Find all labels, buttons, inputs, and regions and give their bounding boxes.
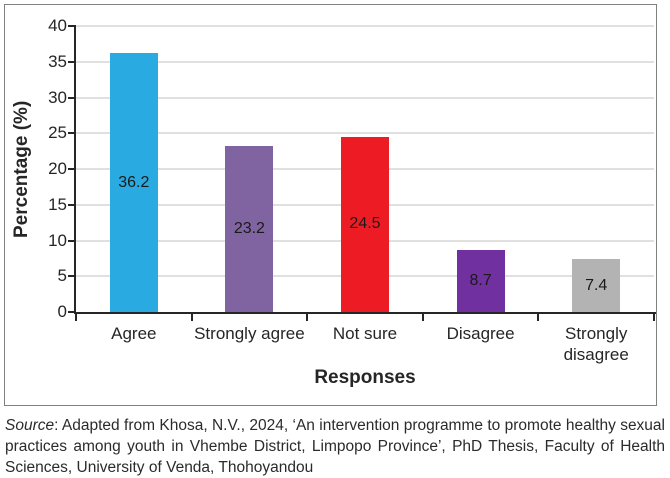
y-tick-label-25: 25	[48, 123, 67, 143]
y-tick-label-40: 40	[48, 16, 67, 35]
x-tick-mark-0	[75, 314, 77, 321]
gridline-40	[76, 25, 654, 27]
x-category-label-strongly-disagree: Strongly disagree	[563, 324, 629, 364]
x-tick-mark-2	[306, 314, 309, 321]
x-category-label-strongly-agree: Strongly agree	[194, 324, 305, 343]
bar-strongly-agree	[225, 146, 274, 312]
y-tick-mark-20	[68, 168, 76, 170]
x-category-label-disagree: Disagree	[446, 324, 515, 343]
y-tick-mark-35	[68, 60, 76, 63]
y-tick-label-30: 30	[48, 87, 67, 107]
y-tick-mark-15	[68, 203, 76, 206]
bar-agree	[109, 53, 158, 312]
x-category-label-agree: Agree	[111, 324, 157, 343]
bar-value-strongly-agree: 23.2	[233, 220, 265, 238]
bar-value-agree: 36.2	[118, 173, 150, 191]
bar-chart: Percentage (%) Responses 0 5 10 15 20 25 30 35 4…	[4, 4, 657, 406]
y-tick-label-20: 20	[48, 159, 67, 178]
y-tick-mark-25	[68, 132, 76, 135]
x-tick-mark-4	[537, 314, 540, 321]
gridline-30	[76, 96, 654, 99]
y-tick-mark-5	[68, 275, 76, 278]
bar-strongly-disagree	[572, 259, 621, 312]
y-tick-label-10: 10	[48, 230, 67, 250]
y-tick-mark-30	[68, 96, 76, 99]
source-label: Source	[5, 417, 55, 434]
y-tick-mark-40	[68, 25, 76, 27]
source-text: : Adapted from Khosa, N.V., 2024, ‘An in…	[5, 417, 665, 476]
bar-value-disagree: 8.7	[469, 271, 492, 289]
source-note: Source: Adapted from Khosa, N.V., 2024, …	[5, 415, 665, 478]
bar-value-not-sure: 24.5	[349, 215, 381, 233]
gridline-25	[76, 132, 654, 135]
bar-disagree	[456, 249, 505, 312]
x-axis-title: Responses	[314, 367, 416, 388]
y-tick-label-15: 15	[48, 194, 67, 214]
y-tick-label-0: 0	[57, 302, 67, 321]
gridline-35	[76, 60, 654, 63]
x-category-label-not-sure: Not sure	[332, 324, 398, 343]
y-axis-line	[74, 25, 76, 314]
x-tick-mark-5	[653, 314, 655, 321]
y-tick-mark-0	[68, 311, 76, 313]
y-tick-label-35: 35	[48, 51, 67, 71]
y-tick-mark-10	[68, 239, 76, 242]
x-axis-line	[74, 312, 656, 314]
bar-not-sure	[341, 136, 389, 312]
x-tick-mark-1	[190, 314, 193, 321]
bar-value-strongly-disagree: 7.4	[585, 276, 608, 294]
x-tick-mark-3	[421, 314, 424, 321]
y-tick-label-5: 5	[57, 266, 67, 286]
